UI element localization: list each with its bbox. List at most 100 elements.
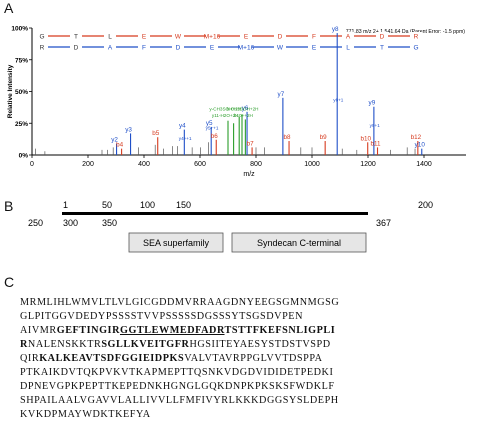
residue-bg xyxy=(172,43,184,51)
sequence-residue-top: D xyxy=(380,34,385,41)
position-label: 300 xyxy=(63,218,78,228)
position-label: 200 xyxy=(418,200,433,210)
peak-annotation: y4++1 xyxy=(179,136,192,141)
covered-peptide: R xyxy=(20,339,28,350)
chart-axes: 0 200 400 600 800 1000 1200 1400 0% 25% 50% 75% 100%… xyxy=(7,26,466,178)
sequence-residue-bottom: E xyxy=(312,45,317,52)
sequence-line: AIVMRGEFTINGIRGGTLEWMEDFADRTSTTFKEFSNLIG… xyxy=(20,324,496,338)
sequence-line: QIRKALKEAVTSDFGGIEIDPKSVALVTAVRPPGLVVTDS… xyxy=(20,352,496,366)
sequence-segment: HGSIITEYAESYSTDSTVSPD xyxy=(189,339,331,350)
sequence-coverage-header: 771.83 m/z 2+ 1,541.64 Da (Parent Error:… xyxy=(36,29,465,52)
peak-label: y10 xyxy=(415,142,426,149)
residue-bg xyxy=(36,43,48,51)
covered-peptide: TSTTFKEFSNLIGPLI xyxy=(224,325,336,336)
peak-annotation: b-CH3SOH+2H xyxy=(227,107,259,112)
peak-label: y7 xyxy=(278,91,285,98)
y-tick-label: 100% xyxy=(11,26,28,33)
peak-annotation: y-CH3SOH+2H xyxy=(209,107,241,112)
residue-bg xyxy=(274,32,286,40)
residue-bg xyxy=(308,32,320,40)
sequence-segment: VALVTAVRPPGLVVTDSPPA xyxy=(184,353,323,364)
residue-bg xyxy=(36,32,48,40)
x-tick-label: 200 xyxy=(82,161,94,168)
peak-label: b4 xyxy=(116,142,124,149)
domain-syndecan: Syndecan C-terminal xyxy=(231,232,367,253)
residue-bg xyxy=(70,43,82,51)
sequence-residue-top: R xyxy=(414,34,419,41)
peak-label: b9 xyxy=(320,134,328,141)
residue-bg xyxy=(308,43,320,51)
sequence-segment: DPNEVGPKPEPTTKEPEDNKHGNGLGQKDNPKPKSKSFWD… xyxy=(20,381,335,392)
sequence-residue-top: M+16 xyxy=(204,34,221,41)
covered-peptide: GEFTINGIR xyxy=(56,325,120,336)
covered-peptide: KALKEAVTSDFGGIEIDPKS xyxy=(39,353,185,364)
sequence-residue-top: W xyxy=(175,34,182,41)
y-tick-label: 50% xyxy=(15,89,28,96)
panel-label-a: A xyxy=(4,0,14,16)
panel-label-c: C xyxy=(4,274,15,290)
peak-label: b7 xyxy=(247,140,255,147)
position-label: 100 xyxy=(140,200,155,210)
sequence-residue-top: G xyxy=(39,34,44,41)
residue-bg xyxy=(104,32,116,40)
residue-bg xyxy=(104,43,116,51)
peak-label: b11 xyxy=(370,140,381,147)
domain-label: Syndecan C-terminal xyxy=(257,238,341,248)
peak-label: y6 xyxy=(242,105,249,112)
sequence-residue-bottom: A xyxy=(108,45,113,52)
residue-bg xyxy=(376,43,388,51)
residue-bg xyxy=(138,32,150,40)
y-tick-label: 75% xyxy=(15,57,28,64)
peak-label: y4 xyxy=(179,123,186,130)
ms-spectrum-chart: 0 200 400 600 800 1000 1200 1400 0% 25% 50% 75% 100%… xyxy=(7,26,466,178)
sequence-line: MRMLIHLWMVLTLVLGICGDDMVRRAAGDNYEEGSGMNMG… xyxy=(20,296,496,310)
sequence-residue-top: E xyxy=(142,34,147,41)
position-label: 150 xyxy=(176,200,191,210)
position-label: 50 xyxy=(102,200,112,210)
protein-bar xyxy=(62,212,368,215)
residue-bg xyxy=(410,43,422,51)
domain-sea: SEA superfamily xyxy=(128,232,224,253)
sequence-segment: PTKAIKDVTQKPVKVTKAPMEPTTQSNKVDGDVIDIDETP… xyxy=(20,367,334,378)
residue-bg xyxy=(206,43,218,51)
x-tick-label: 1200 xyxy=(360,161,376,168)
domain-map: 1 50 100 150 200 250 300 350 367 SEA sup… xyxy=(28,200,433,253)
y-tick-label: 25% xyxy=(15,121,28,128)
x-tick-label: 800 xyxy=(250,161,262,168)
sequence-segment: QIR xyxy=(20,353,40,364)
sequence-segment: AIVMR xyxy=(20,325,57,336)
peak-label: y3 xyxy=(125,126,132,133)
sequence-line: KVKDPMAYWDKTKEFYA xyxy=(20,408,496,422)
chart-annotations: y8+1 y9+1 y4++1 y5++1 y-CH3SOH+2Hb-CH3SOH+2H… xyxy=(179,98,380,141)
residue-bg xyxy=(206,32,218,40)
peak-label: y8 xyxy=(332,26,339,33)
sequence-residue-top: E xyxy=(244,34,249,41)
x-tick-label: 600 xyxy=(194,161,206,168)
sequence-residue-top: A xyxy=(346,34,351,41)
x-axis-label: m/z xyxy=(243,171,255,178)
position-label: 367 xyxy=(376,218,391,228)
sequence-segment: SHPAILAALVGAVVLALLIVVLLFMFIVYRLKKKDGGSYS… xyxy=(20,395,339,406)
domain-label: SEA superfamily xyxy=(143,238,210,248)
peak-annotation: y9+1 xyxy=(370,123,381,128)
sequence-line: PTKAIKDVTQKPVKVTKAPMEPTTQSNKVDGDVIDIDETP… xyxy=(20,366,496,380)
x-tick-label: 0 xyxy=(30,161,34,168)
sequence-segment: GLPITGGVDEDYPSSSSTVVPSSSSSDGSSSYTSGSDVPE… xyxy=(20,311,303,322)
x-tick-label: 400 xyxy=(138,161,150,168)
position-label: 1 xyxy=(63,200,68,210)
residue-bg xyxy=(70,32,82,40)
sequence-residue-bottom: M+16 xyxy=(238,45,255,52)
sequence-residue-bottom: E xyxy=(210,45,215,52)
panel-label-b: B xyxy=(4,198,14,214)
sequence-residue-bottom: F xyxy=(142,45,146,52)
protein-sequence: MRMLIHLWMVLTLVLGICGDDMVRRAAGDNYEEGSGMNMG… xyxy=(20,296,496,422)
position-label: 250 xyxy=(28,218,43,228)
sequence-residue-bottom: W xyxy=(277,45,284,52)
sequence-residue-bottom: G xyxy=(413,45,418,52)
peak-label: b8 xyxy=(284,134,292,141)
peak-label: y5 xyxy=(206,120,213,127)
peak-annotation: y8+1 xyxy=(333,98,344,103)
sequence-residue-top: L xyxy=(108,34,112,41)
peak-annotation: y11-H2O+2H xyxy=(212,113,239,118)
residue-bg xyxy=(274,43,286,51)
